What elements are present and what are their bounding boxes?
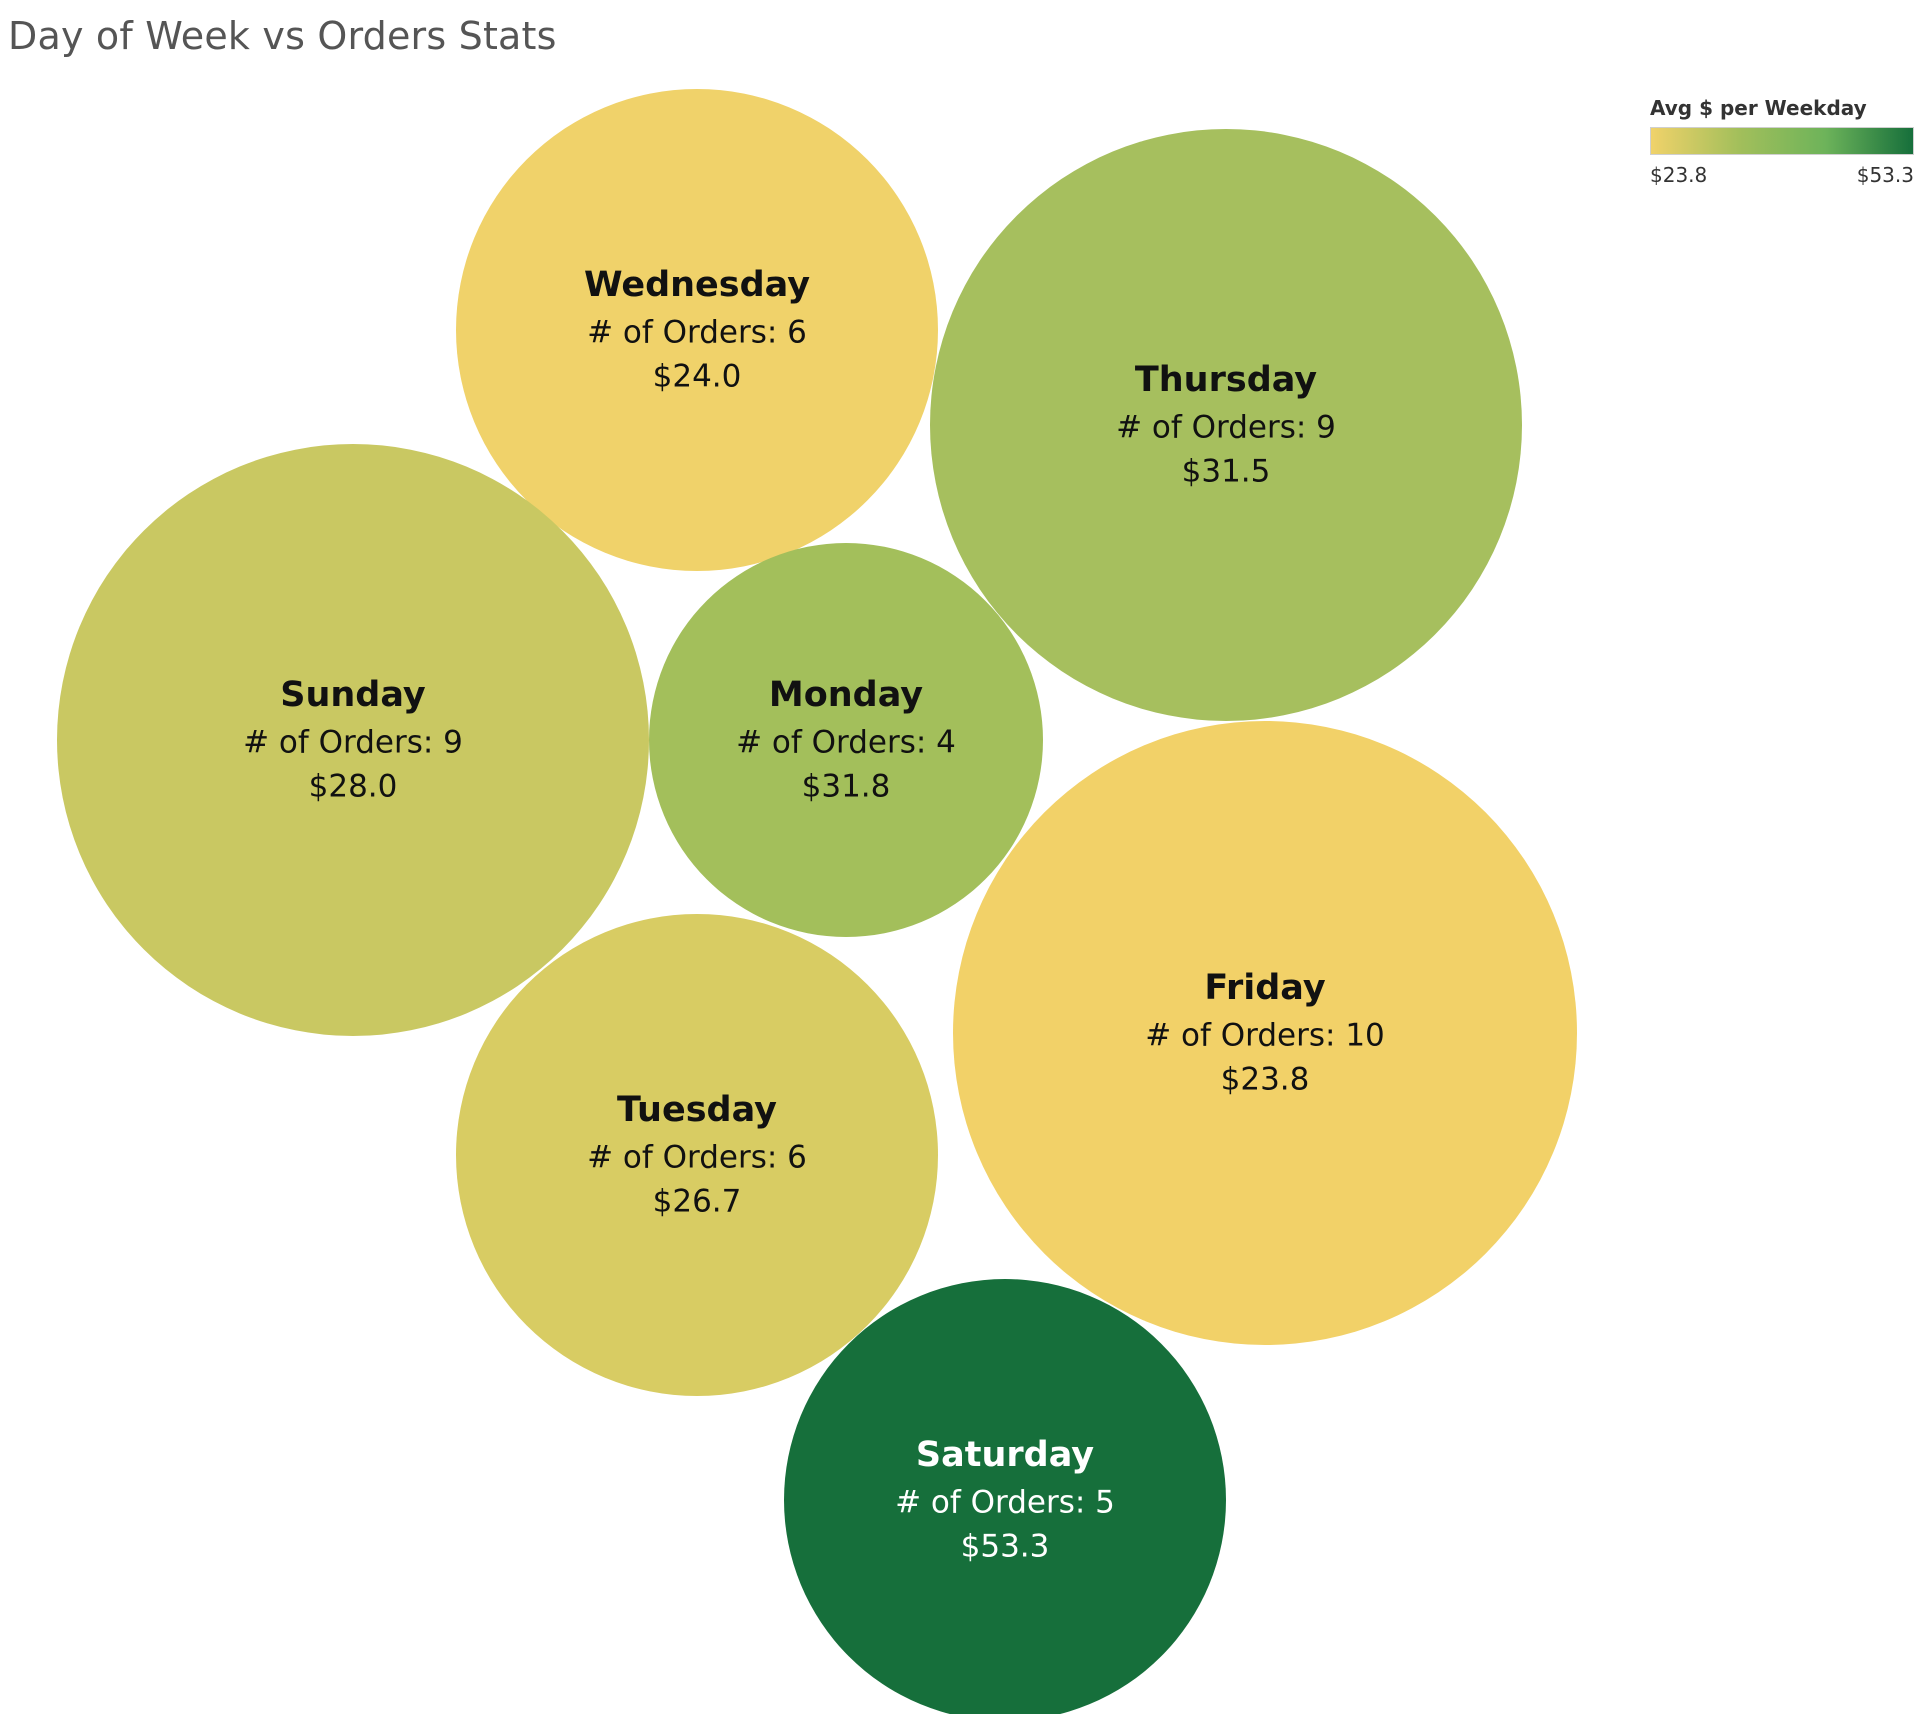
legend-max-label: $53.3: [1856, 163, 1914, 187]
bubble-tuesday[interactable]: Tuesday # of Orders: 6 $26.7: [456, 914, 938, 1396]
bubble-label-orders-tuesday: # of Orders: 6: [587, 1140, 807, 1176]
bubble-label-orders-sunday: # of Orders: 9: [243, 725, 463, 761]
bubble-label-day-saturday: Saturday: [916, 1435, 1094, 1475]
bubble-monday[interactable]: Monday # of Orders: 4 $31.8: [649, 543, 1043, 937]
bubble-label-orders-friday: # of Orders: 10: [1145, 1018, 1385, 1054]
bubble-circle-wednesday[interactable]: [456, 89, 938, 571]
bubble-label-orders-saturday: # of Orders: 5: [895, 1485, 1115, 1521]
bubble-circle-tuesday[interactable]: [456, 914, 938, 1396]
bubble-label-avg-monday: $31.8: [802, 769, 891, 805]
bubble-label-day-wednesday: Wednesday: [584, 265, 810, 305]
bubble-label-day-monday: Monday: [769, 675, 923, 715]
bubble-circle-friday[interactable]: [953, 721, 1577, 1345]
legend-min-label: $23.8: [1650, 163, 1708, 187]
bubble-label-avg-tuesday: $26.7: [653, 1184, 742, 1220]
bubble-thursday[interactable]: Thursday # of Orders: 9 $31.5: [930, 129, 1522, 721]
bubble-label-day-tuesday: Tuesday: [617, 1090, 777, 1130]
bubble-sunday[interactable]: Sunday # of Orders: 9 $28.0: [57, 444, 649, 1036]
bubble-label-day-friday: Friday: [1204, 968, 1326, 1008]
bubble-label-avg-saturday: $53.3: [961, 1529, 1050, 1565]
legend-title: Avg $ per Weekday: [1650, 96, 1867, 120]
bubble-wednesday[interactable]: Wednesday # of Orders: 6 $24.0: [456, 89, 938, 571]
bubble-label-avg-thursday: $31.5: [1182, 454, 1271, 490]
legend-labels: $23.8 $53.3: [1650, 163, 1920, 189]
bubble-label-day-thursday: Thursday: [1135, 360, 1317, 400]
bubble-label-avg-wednesday: $24.0: [653, 359, 742, 395]
bubble-circle-monday[interactable]: [649, 543, 1043, 937]
bubble-label-avg-friday: $23.8: [1221, 1062, 1310, 1098]
bubble-label-orders-monday: # of Orders: 4: [736, 725, 956, 761]
bubble-label-orders-thursday: # of Orders: 9: [1116, 410, 1336, 446]
bubble-friday[interactable]: Friday # of Orders: 10 $23.8: [953, 721, 1577, 1345]
chart-title: Day of Week vs Orders Stats: [8, 14, 557, 58]
color-legend: Avg $ per Weekday $23.8 $53.3: [1650, 96, 1920, 189]
bubble-saturday[interactable]: Saturday # of Orders: 5 $53.3: [784, 1279, 1226, 1714]
bubble-label-avg-sunday: $28.0: [309, 769, 398, 805]
bubble-label-day-sunday: Sunday: [280, 675, 426, 715]
legend-color-ramp: [1650, 127, 1914, 155]
bubble-circle-thursday[interactable]: [930, 129, 1522, 721]
bubble-label-orders-wednesday: # of Orders: 6: [587, 315, 807, 351]
bubble-circle-sunday[interactable]: [57, 444, 649, 1036]
bubble-circle-saturday[interactable]: [784, 1279, 1226, 1714]
